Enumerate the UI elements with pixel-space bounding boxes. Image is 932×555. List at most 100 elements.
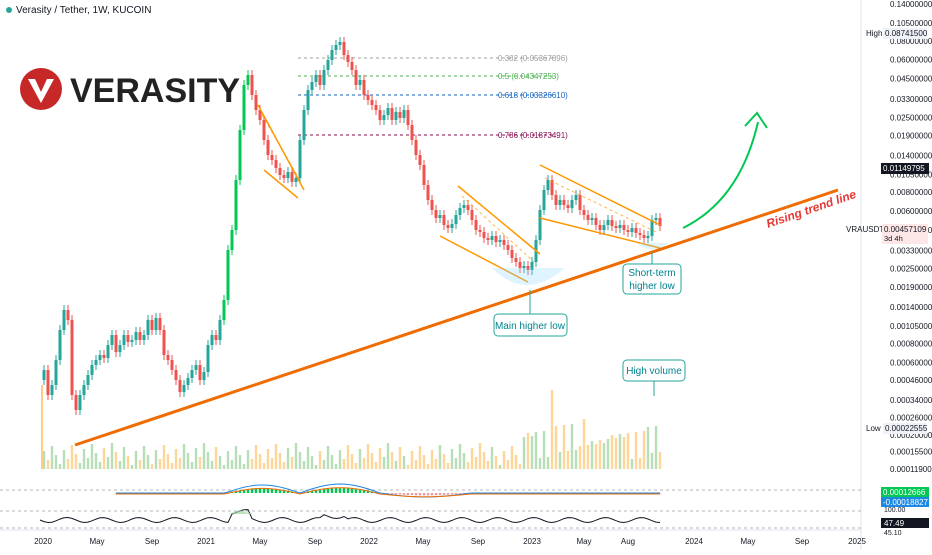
volume-bar xyxy=(118,461,122,469)
candle-body xyxy=(634,228,638,233)
candle-body xyxy=(510,250,514,258)
volume-bar xyxy=(402,456,406,469)
candle-body xyxy=(278,168,282,175)
macd-histogram-bar xyxy=(410,493,414,496)
candle-body xyxy=(554,195,558,205)
volume-bar xyxy=(510,446,514,469)
volume-bar xyxy=(278,453,282,469)
volume-bar xyxy=(454,458,458,469)
volume-bar xyxy=(322,460,326,469)
candle-body xyxy=(334,45,338,50)
volume-bar xyxy=(578,446,582,469)
svg-text:0.00012666: 0.00012666 xyxy=(883,488,926,497)
candle-body xyxy=(66,310,70,320)
x-tick-label: 2025 xyxy=(848,537,866,546)
rsi-overbought-fill xyxy=(228,510,252,514)
macd-value-labels: 0.00012666 -0.00018827 100.00 xyxy=(881,487,929,514)
price-axis[interactable]: 0.14000000 0.10500000 0.08000000 0.06000000… xyxy=(890,0,932,474)
volume-bar xyxy=(98,462,102,469)
macd-histogram-bar xyxy=(238,490,242,493)
candle-body xyxy=(58,330,62,360)
x-tick-label: Sep xyxy=(471,537,486,546)
macd-histogram-bar xyxy=(310,490,314,493)
x-tick-label: Aug xyxy=(621,537,635,546)
macd-histogram-bar xyxy=(366,490,370,493)
candle-body xyxy=(398,112,402,118)
volume-bar xyxy=(146,455,150,469)
candle-body xyxy=(250,75,254,95)
candle-body xyxy=(150,320,154,330)
y-tick-label: 0.00600000 xyxy=(890,207,932,216)
volume-bar xyxy=(246,450,250,469)
volume-bar xyxy=(230,460,234,469)
candle-body xyxy=(270,155,274,160)
candle-body xyxy=(154,318,158,330)
candle-body xyxy=(330,50,334,60)
candle-body xyxy=(102,355,106,358)
candle-body xyxy=(350,62,354,70)
candle-body xyxy=(538,210,542,240)
volume-bar xyxy=(526,433,530,469)
symbol-header[interactable]: Verasity / Tether, 1W, KUCOIN xyxy=(6,5,151,16)
macd-histogram-bar xyxy=(422,493,426,496)
candle-body xyxy=(262,120,266,140)
candle-body xyxy=(258,110,262,120)
macd-histogram-bar xyxy=(286,490,290,493)
volume-bar xyxy=(598,440,602,469)
candle-body xyxy=(266,140,270,155)
x-tick-label: May xyxy=(415,537,430,546)
candle-body xyxy=(550,180,554,195)
candle-body xyxy=(286,172,290,178)
volume-bar xyxy=(410,451,414,469)
macd-histogram-bar xyxy=(262,488,266,493)
volume-bar xyxy=(442,454,446,469)
candle-body xyxy=(530,262,534,270)
macd-histogram-bar xyxy=(322,488,326,493)
macd-histogram-bar xyxy=(250,488,254,493)
macd-histogram-bar xyxy=(430,493,434,496)
candle-body xyxy=(602,225,606,230)
candle-body xyxy=(94,360,98,365)
volume-bar xyxy=(234,446,238,469)
svg-text:0.00022555: 0.00022555 xyxy=(885,424,928,433)
candle-body xyxy=(598,225,602,230)
candle-body xyxy=(146,320,150,335)
volume-bar xyxy=(94,453,98,469)
candle-body xyxy=(390,108,394,120)
volume-bar xyxy=(206,452,210,469)
y-tick-label: 0.01400000 xyxy=(890,151,932,160)
candle-body xyxy=(418,155,422,165)
time-axis[interactable]: 2020 May Sep 2021 May Sep 2022 May Sep 2023 May Aug… xyxy=(34,537,866,546)
volume-bar xyxy=(506,460,510,469)
volume-bar xyxy=(366,444,370,469)
candle-body xyxy=(422,165,426,185)
y-tick-label: 0.03300000 xyxy=(890,95,932,104)
macd-histogram-bar xyxy=(242,489,246,493)
candle-body xyxy=(194,365,198,370)
svg-text:VRAUSDT: VRAUSDT xyxy=(846,225,884,234)
candle-body xyxy=(526,266,530,270)
y-tick-label: 0.01900000 xyxy=(890,131,932,140)
candle-body xyxy=(90,365,94,375)
x-tick-label: 2020 xyxy=(34,537,52,546)
candle-body xyxy=(182,385,186,392)
y-tick-label: 0.06000000 xyxy=(890,56,932,65)
volume-bar xyxy=(494,456,498,469)
candle-body xyxy=(338,42,342,45)
candle-body xyxy=(166,355,170,360)
candle-body xyxy=(438,215,442,218)
macd-histogram-bar xyxy=(426,493,430,496)
candle-body xyxy=(642,235,646,238)
rsi-line xyxy=(39,509,661,524)
volume-bar xyxy=(174,449,178,469)
rising-trend-line[interactable] xyxy=(74,188,839,447)
candle-body xyxy=(650,220,654,236)
fib-level-label: 0.786 (0.01873491) xyxy=(498,131,568,140)
volume-bar xyxy=(138,460,142,469)
volume-bar xyxy=(326,446,330,469)
candle-body xyxy=(214,335,218,340)
candle-body xyxy=(342,42,346,55)
macd-signal-line xyxy=(116,487,660,498)
candle-body xyxy=(346,55,350,62)
